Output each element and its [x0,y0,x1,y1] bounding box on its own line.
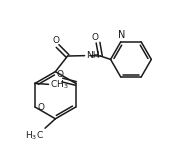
Text: O: O [52,36,59,45]
Text: H$_3$C: H$_3$C [25,130,44,142]
Text: O: O [37,103,44,112]
Text: NH: NH [86,51,99,60]
Text: N: N [118,30,125,40]
Text: O: O [92,32,99,41]
Text: CH$_3$: CH$_3$ [50,78,69,91]
Text: O: O [56,70,63,79]
